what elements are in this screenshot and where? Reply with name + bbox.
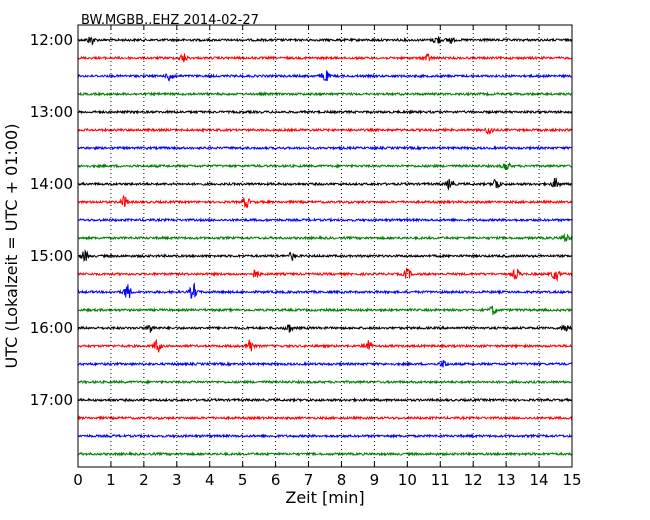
- x-tick-label: 2: [139, 471, 149, 489]
- y-axis: 12:00 13:00 14:00 15:00 16:00 17:00: [30, 31, 572, 409]
- x-tick-label: 9: [370, 471, 380, 489]
- x-tick-label: 10: [398, 471, 417, 489]
- y-tick-label: 13:00: [30, 103, 73, 121]
- trace-line: [77, 216, 573, 223]
- trace-line: [77, 267, 573, 282]
- trace-line: [77, 281, 573, 300]
- y-tick-label: 12:00: [30, 31, 73, 49]
- x-tick-label: 3: [172, 471, 182, 489]
- trace-line: [77, 91, 573, 97]
- x-tick-label: 1: [106, 471, 116, 489]
- y-tick-label: 17:00: [30, 391, 73, 409]
- x-tick-label: 6: [271, 471, 281, 489]
- trace-line: [77, 161, 573, 170]
- trace-line: [77, 249, 573, 263]
- x-tick-label: 13: [497, 471, 516, 489]
- y-tick-label: 16:00: [30, 319, 73, 337]
- x-tick-label: 0: [73, 471, 83, 489]
- x-axis-label: Zeit [min]: [285, 488, 364, 507]
- trace-line: [77, 432, 573, 439]
- x-tick-label: 4: [205, 471, 215, 489]
- trace-line: [77, 52, 573, 63]
- trace-line: [77, 396, 573, 403]
- trace-line: [77, 177, 573, 191]
- x-tick-label: 8: [337, 471, 347, 489]
- y-tick-label: 14:00: [30, 175, 73, 193]
- trace-line: [77, 360, 573, 368]
- trace-line: [77, 305, 573, 316]
- trace-line: [77, 145, 573, 151]
- trace-group: [77, 36, 573, 457]
- grid-lines: [110, 25, 540, 467]
- y-axis-label: UTC (Lokalzeit = UTC + 01:00): [2, 124, 21, 369]
- trace-line: [77, 233, 573, 242]
- plot-frame: [77, 24, 573, 468]
- x-tick-label: 14: [530, 471, 549, 489]
- trace-line: [77, 70, 573, 82]
- trace-line: [77, 36, 573, 46]
- trace-line: [77, 194, 573, 209]
- x-axis: 0 1 2 3 4 5 6 7 8 9 10 11 12 13 14 15: [73, 25, 582, 489]
- trace-line: [77, 109, 573, 115]
- trace-line: [77, 324, 573, 333]
- y-tick-label: 15:00: [30, 247, 73, 265]
- x-tick-label: 5: [238, 471, 248, 489]
- trace-line: [77, 415, 573, 421]
- x-tick-label: 12: [464, 471, 483, 489]
- chart-title: BW.MGBB..EHZ 2014-02-27: [81, 13, 259, 28]
- x-tick-label: 15: [562, 471, 581, 489]
- trace-line: [77, 338, 573, 353]
- trace-line: [77, 127, 573, 135]
- trace-line: [77, 379, 573, 385]
- x-tick-label: 11: [431, 471, 450, 489]
- trace-line: [77, 451, 573, 457]
- x-tick-label: 7: [304, 471, 314, 489]
